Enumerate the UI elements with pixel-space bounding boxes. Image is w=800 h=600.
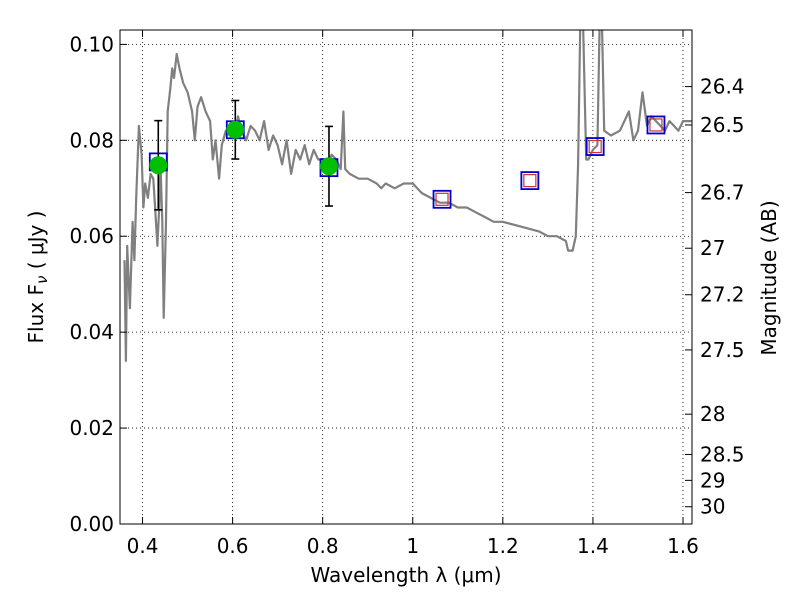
- plot-area: [123, 30, 692, 362]
- x-axis-label: Wavelength λ (μm): [310, 563, 501, 587]
- model-point-inner-marker: [435, 192, 449, 206]
- y-axis-label: Flux Fν ( μJy ): [24, 211, 51, 344]
- spectrum-line: [123, 30, 692, 362]
- y-tick-label: 0.00: [69, 512, 114, 536]
- y-tick-label: 0.08: [69, 128, 114, 152]
- right-tick-label: 26.5: [700, 113, 745, 137]
- plot-frame: [119, 29, 693, 525]
- right-tick-label: 28: [700, 402, 725, 426]
- markers-layer: [148, 99, 666, 211]
- model-point-inner-marker: [649, 118, 663, 132]
- model-point-inner-marker: [588, 139, 602, 154]
- y-tick-label: 0.10: [69, 32, 114, 56]
- observed-point-marker: [149, 156, 168, 175]
- y-tick-label: 0.02: [69, 416, 114, 440]
- y-axis-label-subscript: ν: [33, 276, 51, 284]
- right-tick-label: 28.5: [700, 442, 745, 466]
- right-tick-label: 26.4: [700, 75, 745, 99]
- right-axis-label: Magnitude (AB): [757, 200, 781, 355]
- right-axis-label-group: Magnitude (AB): [757, 200, 781, 355]
- x-tick-label: 1.2: [487, 534, 519, 558]
- right-tick-label: 27: [700, 236, 725, 260]
- right-tick-label: 27.5: [700, 338, 745, 362]
- x-tick-label: 0.4: [127, 534, 159, 558]
- model-point-marker: [646, 115, 666, 135]
- model-point-marker: [432, 189, 452, 209]
- tick-labels: 0.4 0.6 0.8 1 1.2 1.4 1.6 0.00 0.02 0.04 0.06 0.08 0…: [69, 32, 744, 558]
- observed-point-marker: [226, 120, 245, 139]
- right-tick-label: 30: [700, 495, 725, 519]
- right-tick-label: 26.7: [700, 181, 745, 205]
- right-tick-label: 29: [700, 468, 725, 492]
- x-tick-label: 0.6: [217, 534, 249, 558]
- model-point-marker: [520, 171, 540, 190]
- x-tick-label: 1.6: [667, 534, 699, 558]
- y-axis-label-unit: ( μJy ): [24, 211, 48, 276]
- right-tick-label: 27.2: [700, 283, 745, 307]
- y-axis-label-main: Flux F: [24, 284, 48, 343]
- y-tick-label: 0.04: [69, 320, 114, 344]
- x-tick-label: 0.8: [307, 534, 339, 558]
- observed-point-marker: [319, 157, 338, 176]
- model-point-inner-marker: [523, 173, 537, 188]
- y-tick-label: 0.06: [69, 224, 114, 248]
- y-axis-label-group: Flux Fν ( μJy ): [24, 211, 51, 344]
- x-tick-label: 1: [406, 534, 419, 558]
- x-tick-label: 1.4: [577, 534, 609, 558]
- model-point-marker: [585, 137, 605, 156]
- tick-marks: [120, 30, 692, 525]
